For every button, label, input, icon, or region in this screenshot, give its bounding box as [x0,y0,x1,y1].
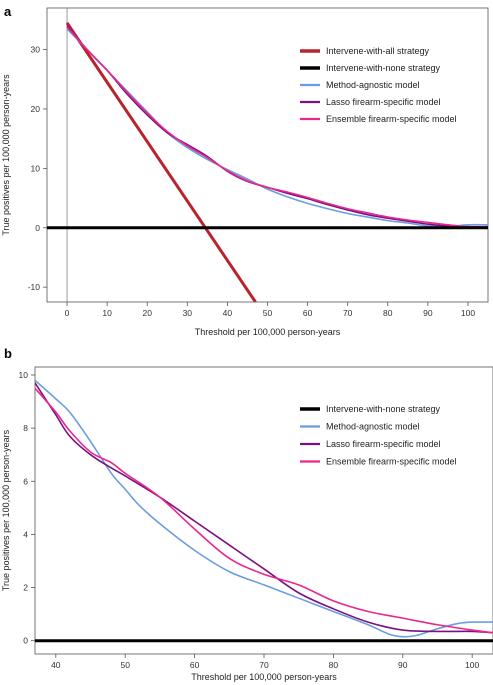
x-tick-label: 80 [383,308,393,318]
chart-panel-a: a0 10 20 30 40 50 60 70 80 90 100-100102030Thresho… [1,4,489,337]
y-tick-label: 0 [35,223,40,233]
x-tick-label: 70 [259,660,269,670]
legend-label-intervene-with-none-strategy: Intervene-with-none strategy [326,63,441,73]
y-tick-label: 10 [19,370,29,380]
series-line-method-agnostic-model [66,28,488,228]
series-line-intervene-with-all-strategy [65,22,257,302]
y-axis-label: True positives per 100,000 person-years [1,74,11,236]
series-group [35,379,493,643]
legend-label-method-agnostic-model: Method-agnostic model [326,80,420,90]
x-tick-label: 0 [65,308,70,318]
series-line-ensemble-firearm-specific-model [35,387,493,634]
x-tick-label: 90 [423,308,433,318]
x-tick-label: 20 [142,308,152,318]
y-axis-label: True positives per 100,000 person-years [1,429,11,591]
y-tick-label: 20 [31,104,41,114]
x-tick-label: 90 [398,660,408,670]
legend: Intervene-with-none strategy Method-agnos… [300,404,457,467]
legend-label-lasso-firearm-specific-model: Lasso firearm-specific model [326,97,441,107]
x-tick-label: 80 [329,660,339,670]
legend-label-lasso-firearm-specific-model: Lasso firearm-specific model [326,439,441,449]
legend-label-ensemble-firearm-specific-model: Ensemble firearm-specific model [326,457,457,467]
series-line-ensemble-firearm-specific-model [66,26,488,228]
x-tick-label: 70 [343,308,353,318]
y-tick-label: 2 [23,583,28,593]
panel-letter: a [4,4,12,19]
x-tick-label: 100 [461,308,475,318]
y-tick-label: 10 [31,163,41,173]
x-tick-label: 40 [223,308,233,318]
legend-label-ensemble-firearm-specific-model: Ensemble firearm-specific model [326,114,457,124]
x-tick-label: 40 [51,660,61,670]
legend-label-intervene-with-all-strategy: Intervene-with-all strategy [326,46,430,56]
series-line-method-agnostic-model [35,379,493,638]
x-tick-label: 30 [183,308,193,318]
x-tick-label: 60 [190,660,200,670]
x-tick-label: 50 [120,660,130,670]
legend-label-intervene-with-none-strategy: Intervene-with-none strategy [326,404,441,414]
y-tick-label: 4 [23,529,28,539]
x-axis-label: Threshold per 100,000 person-years [191,672,337,682]
series-line-lasso-firearm-specific-model [66,25,488,229]
y-tick-label: 6 [23,476,28,486]
y-tick-label: 0 [23,636,28,646]
x-tick-label: 50 [263,308,273,318]
series-line-lasso-firearm-specific-model [35,382,493,634]
x-tick-label: 10 [102,308,112,318]
y-tick-label: -10 [28,282,41,292]
y-tick-label: 8 [23,423,28,433]
x-tick-label: 100 [465,660,479,670]
x-tick-label: 60 [303,308,313,318]
x-axis-label: Threshold per 100,000 person-years [195,327,341,337]
chart-panel-b: b 40 50 60 70 80 90 100 0 2 4 6 8 10 Threshold per 100… [1,346,493,682]
legend-label-method-agnostic-model: Method-agnostic model [326,422,420,432]
y-tick-label: 30 [31,45,41,55]
panel-letter: b [4,346,12,361]
series-group [47,22,488,302]
legend: Intervene-with-all strategy Intervene-wit… [300,46,457,124]
